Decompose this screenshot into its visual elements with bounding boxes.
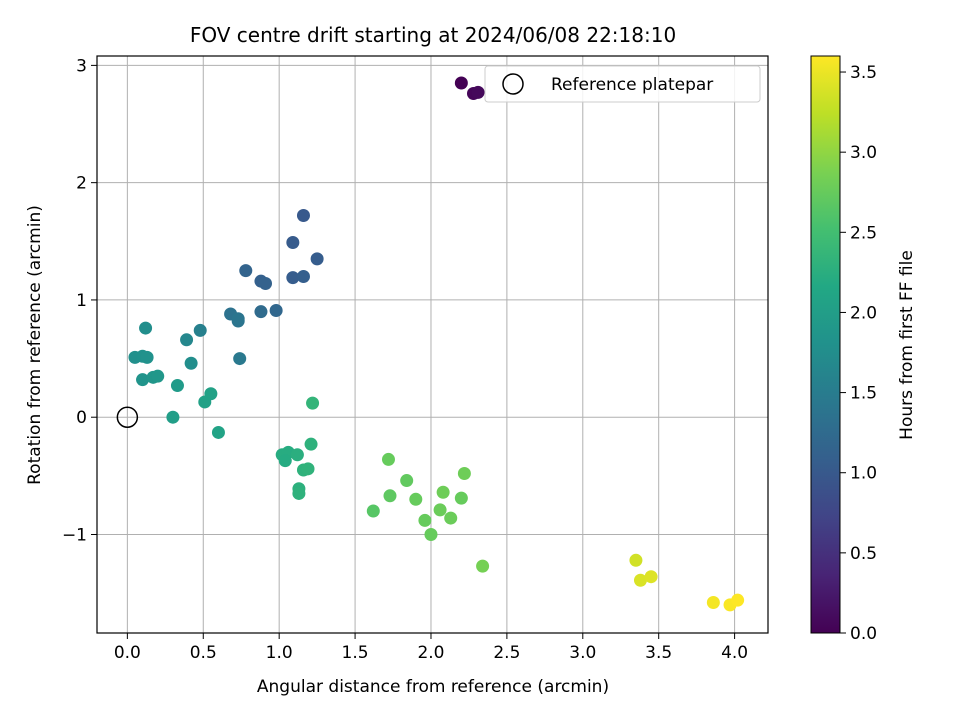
data-point [629, 553, 643, 567]
x-tick-label: 1.0 [266, 643, 293, 663]
data-point [471, 85, 485, 99]
reference-marker-group [116, 406, 139, 428]
y-tick-label: 2 [76, 174, 87, 194]
legend: Reference platepar [484, 65, 761, 103]
chart-title: FOV centre drift starting at 2024/06/08 … [190, 23, 676, 47]
data-point [184, 356, 198, 370]
data-point [296, 269, 310, 283]
data-point [139, 321, 153, 335]
data-point [476, 559, 490, 573]
data-point [706, 596, 720, 610]
data-point [166, 410, 180, 424]
grid [97, 56, 768, 633]
colorbar-tick-label: 3.0 [850, 143, 877, 163]
x-tick-label: 4.0 [721, 643, 748, 663]
data-point [301, 462, 315, 476]
data-point [457, 467, 471, 481]
data-point [254, 305, 268, 319]
data-point [433, 503, 447, 517]
data-point [259, 277, 273, 291]
x-tick-label: 0.5 [190, 643, 217, 663]
data-point [136, 373, 150, 387]
x-tick-label: 2.5 [493, 643, 520, 663]
data-point [310, 252, 324, 266]
y-tick-label: 3 [76, 56, 87, 76]
y-axis-label: Rotation from reference (arcmin) [25, 205, 45, 485]
data-point [278, 454, 292, 468]
x-tick-label: 2.0 [417, 643, 444, 663]
data-point [233, 352, 247, 366]
data-point [454, 491, 468, 505]
data-point [292, 486, 306, 500]
scatter-points [128, 76, 745, 612]
colorbar-tick-label: 2.5 [850, 223, 877, 243]
colorbar-tick-label: 0.0 [850, 624, 877, 644]
data-point [409, 492, 423, 506]
data-point [400, 474, 414, 488]
data-point [296, 208, 310, 222]
colorbar-gradient [810, 55, 841, 634]
data-point [366, 504, 380, 518]
colorbar: 0.0 0.5 1.0 1.5 2.0 2.5 3.0 3.5 Hours from firs… [810, 55, 917, 644]
data-point [731, 593, 745, 607]
colorbar-tick-label: 0.5 [850, 544, 877, 564]
data-point [644, 570, 658, 584]
data-point [193, 323, 207, 337]
data-point [180, 333, 194, 347]
x-tick-label: 3.0 [569, 643, 596, 663]
colorbar-label: Hours from first FF file [897, 250, 917, 440]
data-point [436, 485, 450, 499]
data-point [306, 396, 320, 410]
data-point [383, 489, 397, 503]
data-point [290, 448, 304, 462]
reference-marker [116, 406, 139, 428]
data-point [239, 264, 253, 278]
colorbar-tick-label: 1.0 [850, 464, 877, 484]
x-tick-label: 1.5 [342, 643, 369, 663]
colorbar-tick-label: 1.5 [850, 384, 877, 404]
data-point [231, 312, 245, 326]
x-axis: 0.0 0.5 1.0 1.5 2.0 2.5 3.0 3.5 4.0 [114, 633, 748, 663]
y-tick-label: 1 [76, 291, 87, 311]
legend-label: Reference platepar [551, 75, 713, 95]
data-point [170, 379, 184, 393]
x-tick-label: 3.5 [645, 643, 672, 663]
legend-marker [502, 73, 524, 95]
data-point [381, 452, 395, 466]
data-point [424, 527, 438, 541]
data-point [151, 369, 165, 383]
data-point [418, 513, 432, 527]
x-axis-label: Angular distance from reference (arcmin) [257, 677, 609, 697]
data-point [633, 573, 647, 587]
plot-frame [96, 55, 769, 634]
data-point [269, 303, 283, 317]
y-tick-label: 0 [76, 408, 87, 428]
data-point [286, 271, 300, 285]
colorbar-tick-label: 2.0 [850, 303, 877, 323]
y-axis: −1 0 1 2 3 [62, 56, 97, 545]
x-tick-label: 0.0 [114, 643, 141, 663]
data-point [454, 76, 468, 90]
data-point [304, 437, 318, 451]
data-point [444, 511, 458, 525]
data-point [211, 425, 225, 439]
data-point [286, 235, 300, 249]
colorbar-tick-label: 3.5 [850, 63, 877, 83]
data-point [140, 350, 154, 364]
data-point [198, 395, 212, 409]
legend-box [484, 65, 761, 103]
y-tick-label: −1 [62, 525, 87, 545]
